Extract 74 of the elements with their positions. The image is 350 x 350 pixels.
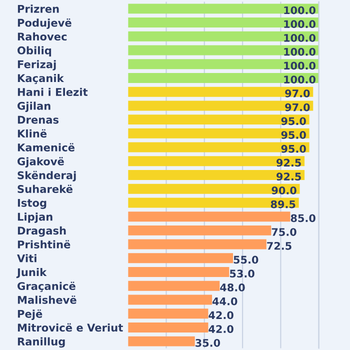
bar bbox=[128, 212, 290, 222]
bar bbox=[128, 128, 310, 138]
bar bbox=[128, 114, 310, 125]
data-label: 95.0 bbox=[281, 144, 306, 153]
data-label: 95.0 bbox=[281, 117, 306, 126]
data-label: 42.0 bbox=[208, 325, 234, 333]
y-tick-label: Mitrovicë e Veriut bbox=[18, 323, 123, 332]
y-tick-label: Graçanicë bbox=[18, 282, 76, 292]
data-label: 97.0 bbox=[285, 103, 310, 112]
y-tick-label: Kaçanik bbox=[18, 74, 64, 84]
y-tick-label: Skënderaj bbox=[18, 170, 76, 182]
data-label: 35.0 bbox=[196, 338, 220, 347]
data-label: 92.5 bbox=[276, 172, 301, 181]
bar bbox=[128, 336, 195, 346]
data-label: 100.0 bbox=[284, 62, 316, 70]
y-tick-label: Klinë bbox=[18, 129, 47, 138]
bar bbox=[128, 225, 272, 236]
bar bbox=[128, 86, 314, 97]
bar bbox=[128, 308, 208, 319]
y-tick-label: Pejë bbox=[18, 310, 42, 320]
data-label: 100.0 bbox=[284, 48, 316, 56]
bar bbox=[128, 267, 230, 278]
bar bbox=[128, 59, 319, 70]
y-tick-label: Viti bbox=[17, 254, 36, 262]
y-tick-label: Ferizaj bbox=[18, 60, 56, 70]
bar bbox=[128, 170, 305, 180]
data-label: 92.5 bbox=[276, 158, 301, 167]
bar bbox=[128, 18, 319, 28]
data-label: 85.0 bbox=[290, 214, 316, 222]
data-label: 42.0 bbox=[208, 311, 234, 320]
data-label: 97.0 bbox=[285, 89, 310, 98]
data-label: 100.0 bbox=[284, 34, 316, 42]
bar bbox=[128, 198, 299, 208]
bar bbox=[128, 239, 266, 250]
data-label: 100.0 bbox=[284, 6, 316, 14]
bar bbox=[128, 100, 314, 111]
bar bbox=[128, 253, 234, 264]
y-tick-label: Drenas bbox=[18, 116, 59, 124]
bar bbox=[128, 184, 300, 194]
y-tick-label: Lipjan bbox=[18, 212, 52, 223]
data-label: 75.0 bbox=[272, 228, 296, 236]
bar bbox=[128, 322, 208, 332]
y-tick-label: Gjakovë bbox=[18, 157, 64, 168]
data-label: 95.0 bbox=[281, 131, 306, 139]
bar bbox=[128, 280, 220, 291]
y-tick-label: Malishevë bbox=[18, 296, 76, 304]
data-label: 100.0 bbox=[284, 76, 316, 84]
y-tick-label: Rahovec bbox=[18, 32, 67, 41]
data-label: 55.0 bbox=[234, 256, 258, 264]
y-tick-label: Suharekë bbox=[18, 184, 72, 194]
bar bbox=[128, 72, 319, 83]
y-tick-label: Obiliq bbox=[18, 46, 52, 56]
y-tick-label: Prizren bbox=[18, 4, 59, 13]
data-label: 100.0 bbox=[284, 20, 316, 28]
data-label: 53.0 bbox=[230, 270, 254, 278]
data-label: 48.0 bbox=[220, 284, 245, 292]
y-tick-label: Istog bbox=[18, 198, 46, 209]
y-tick-label: Ranillug bbox=[18, 337, 65, 348]
y-tick-label: Gjilan bbox=[18, 102, 50, 112]
data-label: 72.5 bbox=[267, 242, 292, 250]
bar bbox=[128, 142, 310, 152]
y-tick-label: Dragash bbox=[18, 226, 66, 237]
data-label: 90.0 bbox=[272, 186, 296, 194]
bar bbox=[128, 156, 305, 166]
bar bbox=[128, 31, 319, 42]
data-label: 44.0 bbox=[212, 297, 238, 306]
data-label: 89.5 bbox=[270, 200, 296, 208]
bar bbox=[128, 294, 212, 305]
y-tick-label: Junik bbox=[16, 268, 47, 278]
bar bbox=[128, 4, 319, 14]
y-tick-label: Prishtinë bbox=[18, 240, 70, 248]
y-tick-label: Hani i Elezit bbox=[18, 88, 88, 96]
y-tick-label: Podujevë bbox=[18, 18, 72, 29]
y-tick-label: Kamenicë bbox=[18, 143, 74, 152]
